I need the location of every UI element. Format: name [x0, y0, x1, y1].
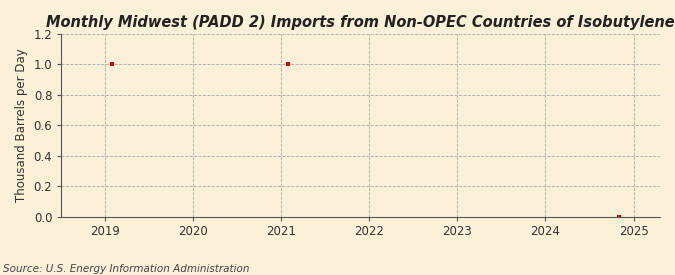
- Y-axis label: Thousand Barrels per Day: Thousand Barrels per Day: [15, 48, 28, 202]
- Text: Source: U.S. Energy Information Administration: Source: U.S. Energy Information Administ…: [3, 264, 250, 274]
- Title: Monthly Midwest (PADD 2) Imports from Non-OPEC Countries of Isobutylene: Monthly Midwest (PADD 2) Imports from No…: [46, 15, 674, 30]
